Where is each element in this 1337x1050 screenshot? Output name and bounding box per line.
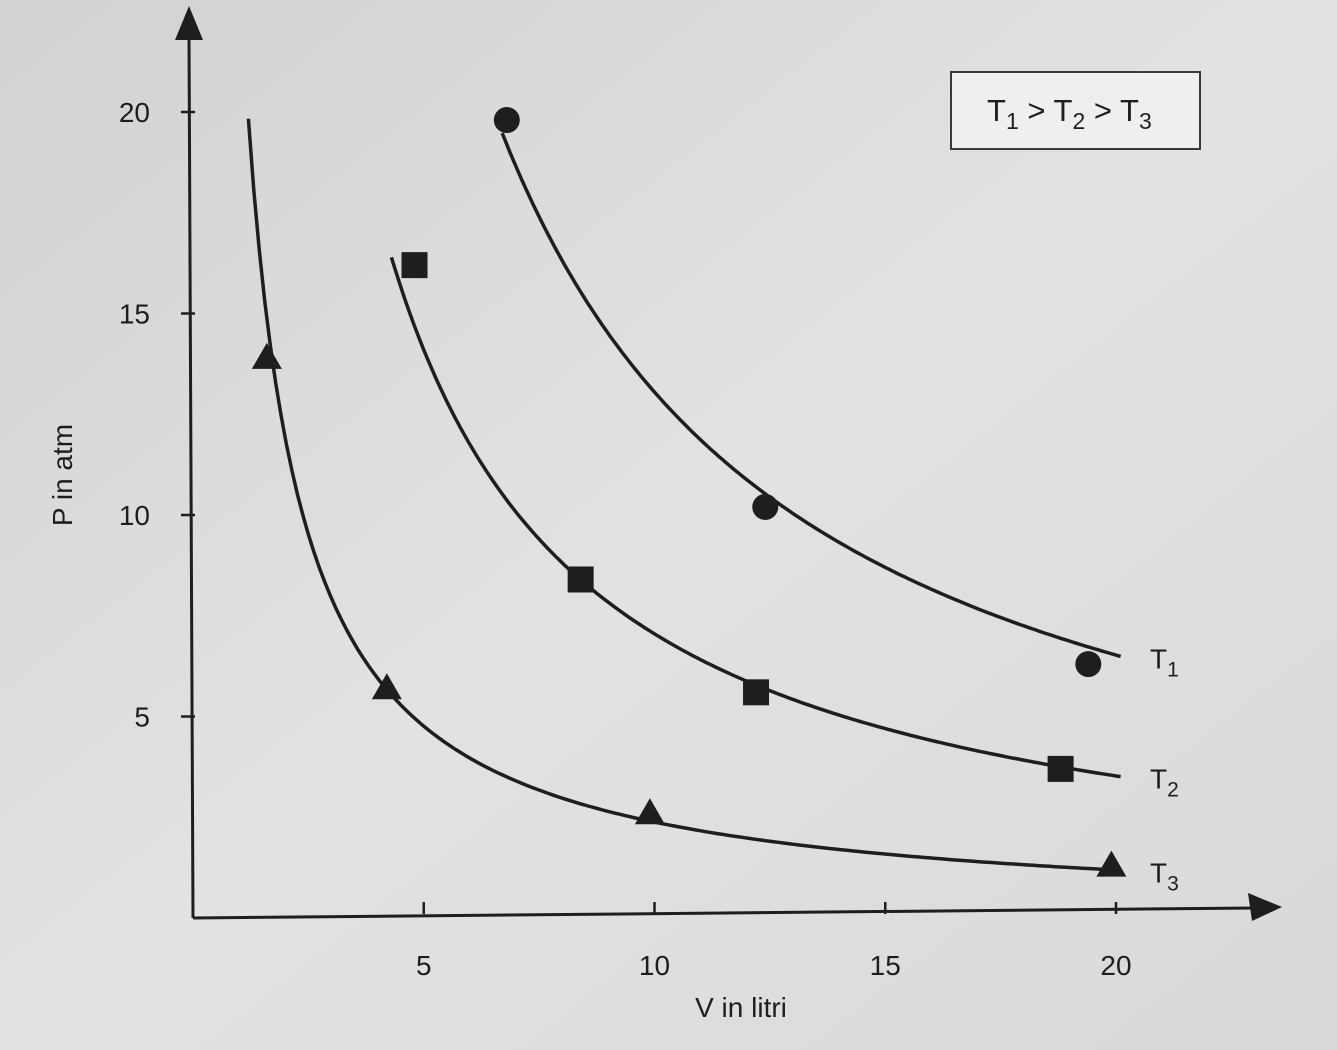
y-ticks: 5 10 15 20 bbox=[119, 97, 195, 733]
point-t3-triangle bbox=[634, 798, 665, 825]
y-axis-arrow-icon bbox=[175, 6, 203, 40]
point-t3-triangle bbox=[1096, 850, 1127, 877]
series-label-t1: T1 bbox=[1150, 643, 1179, 681]
legend-text: T1 > T2 > T3 bbox=[987, 93, 1152, 134]
y-tick-label: 10 bbox=[119, 500, 150, 531]
point-t2-square bbox=[567, 566, 594, 593]
series-label-t3: T3 bbox=[1150, 857, 1179, 895]
y-axis bbox=[175, 6, 203, 919]
x-tick-label: 10 bbox=[639, 950, 670, 981]
x-axis-arrow-icon bbox=[1248, 893, 1282, 921]
x-ticks: 5 10 15 20 bbox=[416, 902, 1132, 981]
point-t1-circle bbox=[1075, 651, 1102, 678]
point-t3-triangle bbox=[251, 342, 282, 369]
x-tick-label: 5 bbox=[416, 950, 432, 981]
curve-t1 bbox=[500, 132, 1122, 659]
x-axis-title: V in litri bbox=[695, 992, 787, 1023]
point-t2-square bbox=[743, 679, 770, 706]
point-t3-triangle bbox=[371, 673, 402, 700]
data-markers bbox=[251, 107, 1127, 877]
point-t1-circle bbox=[752, 493, 779, 520]
y-axis-title: P in atm bbox=[47, 424, 78, 526]
y-axis-line bbox=[187, 34, 195, 919]
x-axis-line bbox=[192, 906, 1256, 920]
series-label-t2: T2 bbox=[1150, 764, 1179, 802]
y-tick-label: 5 bbox=[134, 702, 150, 733]
point-t2-square bbox=[401, 252, 428, 279]
legend-box bbox=[950, 71, 1201, 150]
y-tick-label: 20 bbox=[119, 97, 150, 128]
point-t2-square bbox=[1047, 755, 1074, 782]
x-tick-label: 15 bbox=[870, 950, 901, 981]
x-axis bbox=[192, 893, 1282, 921]
series-labels: T1 T2 T3 bbox=[1150, 643, 1179, 895]
y-tick-label: 15 bbox=[119, 299, 150, 330]
x-tick-label: 20 bbox=[1100, 950, 1131, 981]
point-t1-circle bbox=[493, 107, 520, 134]
legend: T1 > T2 > T3 bbox=[950, 71, 1201, 150]
